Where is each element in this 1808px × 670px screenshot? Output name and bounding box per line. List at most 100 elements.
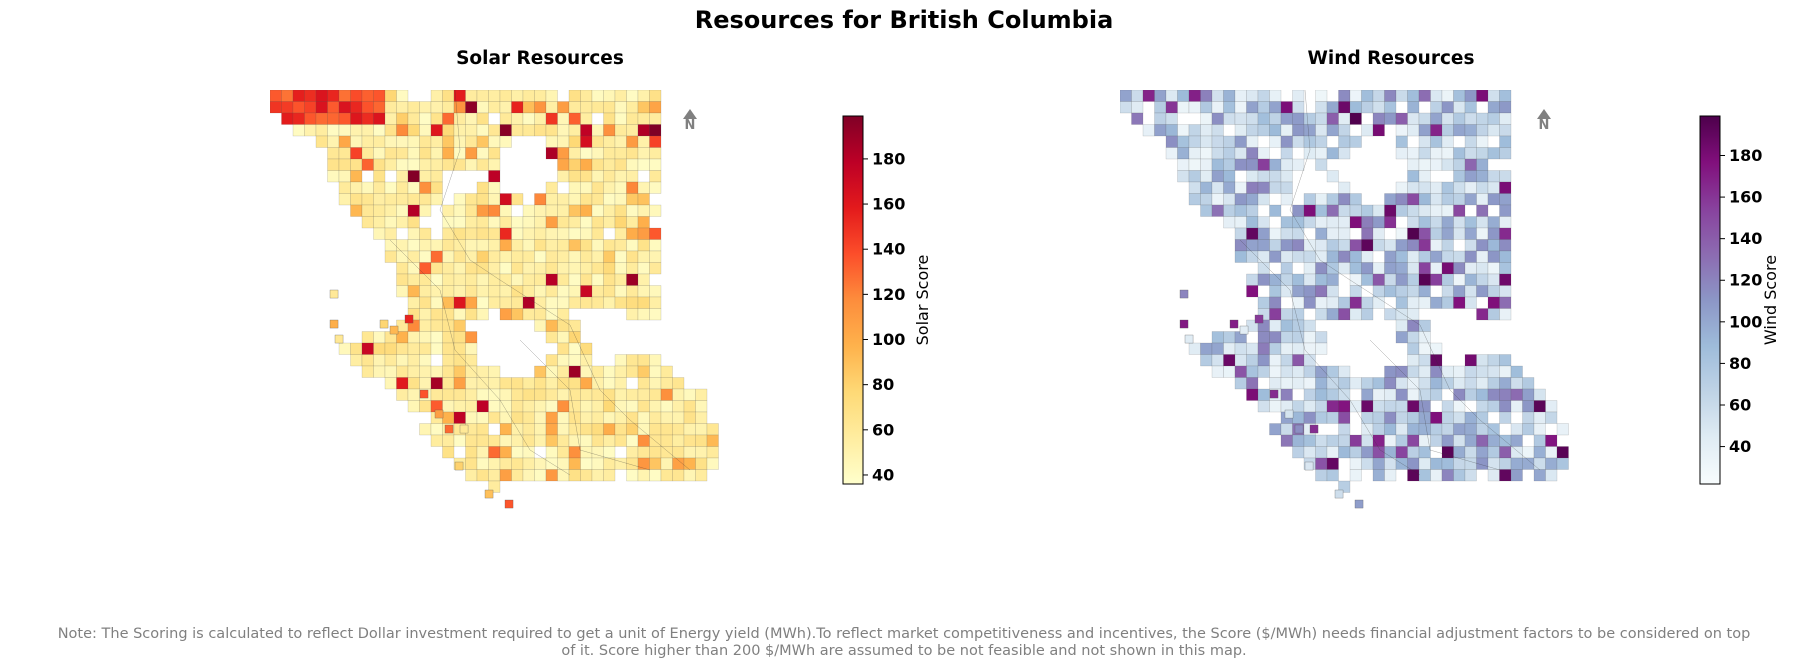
wind-map-cell xyxy=(1407,446,1420,459)
figure-title: Resources for British Columbia xyxy=(694,6,1114,34)
wind-map-cell xyxy=(1476,400,1489,413)
wind-map-cell xyxy=(1326,250,1339,263)
wind-map-cell xyxy=(1384,193,1397,206)
wind-map-cell xyxy=(1234,101,1247,114)
solar-map-cell xyxy=(419,285,432,298)
wind-map-cell xyxy=(1453,434,1466,447)
wind-map-cell xyxy=(1280,135,1293,148)
solar-map-cell xyxy=(603,262,616,275)
wind-map-cell xyxy=(1246,90,1259,102)
wind-map-cell xyxy=(1338,181,1351,194)
solar-map-cell xyxy=(350,147,363,160)
solar-map-cell xyxy=(591,239,604,252)
solar-map-cell xyxy=(407,158,420,171)
wind-map-cell xyxy=(1476,365,1489,378)
wind-map-cell xyxy=(1453,112,1466,125)
solar-map-cell xyxy=(603,388,616,401)
wind-map-cell xyxy=(1418,193,1431,206)
wind-map-cell xyxy=(1441,227,1454,240)
solar-map-cell xyxy=(626,273,639,286)
wind-map-cell xyxy=(1269,239,1282,252)
wind-map-cell xyxy=(1142,124,1155,137)
solar-map-cell xyxy=(672,411,685,424)
wind-map-cell xyxy=(1430,193,1443,206)
solar-map-cell xyxy=(557,434,570,447)
solar-map-cell xyxy=(499,101,512,114)
wind-map-cell xyxy=(1395,319,1408,332)
wind-map-cell xyxy=(1487,181,1500,194)
solar-map-cell xyxy=(430,285,443,298)
solar-map-cell xyxy=(373,181,386,194)
solar-map-cell xyxy=(522,411,535,424)
solar-map-cell xyxy=(672,400,685,413)
wind-map-cell xyxy=(1211,147,1224,160)
solar-map-cell xyxy=(683,446,696,459)
solar-map-cell xyxy=(396,90,409,102)
wind-map-cell xyxy=(1269,308,1282,321)
wind-map-cell xyxy=(1188,193,1201,206)
solar-map-cell xyxy=(637,296,650,309)
wind-map-cell xyxy=(1407,296,1420,309)
solar-map-cell xyxy=(614,135,627,148)
wind-map-cell xyxy=(1453,423,1466,436)
wind-map-cell xyxy=(1234,204,1247,217)
wind-map-cell xyxy=(1349,216,1362,229)
solar-map-cell xyxy=(568,262,581,275)
wind-map-cell xyxy=(1177,170,1190,183)
solar-map-cell xyxy=(511,296,524,309)
wind-map-cell xyxy=(1349,90,1362,102)
solar-map-cell xyxy=(580,446,593,459)
wind-map-cell xyxy=(1441,135,1454,148)
wind-map-cell xyxy=(1349,285,1362,298)
wind-map-cell xyxy=(1292,400,1305,413)
wind-map-cell xyxy=(1418,354,1431,367)
wind-map-cell xyxy=(1464,227,1477,240)
solar-map-cell xyxy=(476,400,489,413)
solar-map-cell xyxy=(591,469,604,482)
solar-map-cell xyxy=(407,216,420,229)
wind-map-cell xyxy=(1395,423,1408,436)
solar-map-cell xyxy=(614,411,627,424)
wind-map-cell xyxy=(1303,285,1316,298)
wind-map-cell xyxy=(1372,296,1385,309)
solar-map-cell xyxy=(557,101,570,114)
wind-map-cell xyxy=(1441,204,1454,217)
wind-map-cell xyxy=(1464,273,1477,286)
wind-map-cell xyxy=(1326,112,1339,125)
wind-map-cell xyxy=(1487,227,1500,240)
wind-map-cell xyxy=(1453,193,1466,206)
wind-map-cell xyxy=(1120,90,1132,102)
solar-map-cell xyxy=(453,296,466,309)
wind-colorbar-tick-label: 40 xyxy=(1729,437,1751,456)
wind-map-cell xyxy=(1361,423,1374,436)
wind-map-cell xyxy=(1372,469,1385,482)
solar-map-cell xyxy=(695,411,708,424)
wind-map-cell xyxy=(1499,181,1512,194)
wind-map-cell xyxy=(1464,377,1477,390)
solar-map-cell xyxy=(373,101,386,114)
solar-map-cell xyxy=(476,469,489,482)
wind-map-cell xyxy=(1292,227,1305,240)
solar-map-cell xyxy=(292,90,305,102)
wind-map-cell xyxy=(1395,296,1408,309)
solar-map-cell xyxy=(626,216,639,229)
wind-map-cell xyxy=(1487,446,1500,459)
wind-map-cell xyxy=(1246,273,1259,286)
solar-map-cell xyxy=(384,250,397,263)
solar-map-cell xyxy=(545,193,558,206)
solar-map-cell xyxy=(407,170,420,183)
solar-colorbar-gradient xyxy=(842,115,864,485)
wind-map-cell xyxy=(1177,147,1190,160)
solar-map-cell xyxy=(453,411,466,424)
wind-map-cell xyxy=(1315,90,1328,102)
solar-map-cell xyxy=(465,112,478,125)
wind-map-cell xyxy=(1464,124,1477,137)
solar-map-cell xyxy=(534,308,547,321)
wind-map-cell xyxy=(1280,285,1293,298)
wind-map-cell xyxy=(1556,446,1569,459)
solar-map-cell xyxy=(511,446,524,459)
wind-map-cell xyxy=(1234,250,1247,263)
wind-map-cell xyxy=(1338,446,1351,459)
solar-map-cell xyxy=(488,296,501,309)
